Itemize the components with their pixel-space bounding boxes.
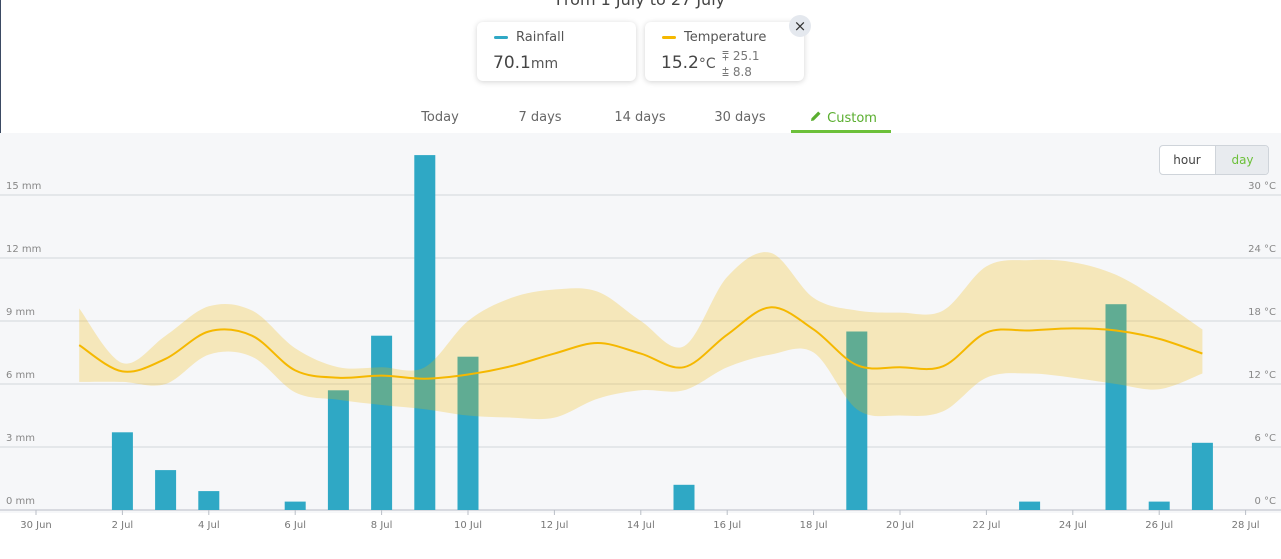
temperature-swatch-icon xyxy=(662,36,676,39)
close-icon[interactable]: × xyxy=(789,15,811,37)
x-tick-label: 30 Jun xyxy=(20,520,52,531)
tab-30-days[interactable]: 30 days xyxy=(714,110,766,125)
rainfall-bar xyxy=(371,335,393,510)
rainfall-unit: mm xyxy=(530,56,559,72)
y-left-tick-label: 0 mm xyxy=(6,496,35,507)
temperature-value: 15.2 xyxy=(661,53,699,73)
max-arrow-icon: ⩱ xyxy=(722,49,730,63)
temperature-min-value: 8.8 xyxy=(732,65,752,79)
tab-custom[interactable]: Custom xyxy=(803,110,883,126)
rainfall-summary-card: Rainfall 70.1mm xyxy=(477,22,636,81)
x-tick-label: 8 Jul xyxy=(371,520,393,531)
tab-14-days[interactable]: 14 days xyxy=(614,110,666,125)
x-tick-label: 28 Jul xyxy=(1232,520,1260,531)
rainfall-swatch-icon xyxy=(494,36,508,39)
rainfall-value: 70.1 xyxy=(493,53,531,73)
rainfall-bar xyxy=(457,356,479,510)
temperature-min: ⩲ 8.8 xyxy=(722,65,752,80)
x-tick-label: 20 Jul xyxy=(886,520,914,531)
temperature-max-value: 25.1 xyxy=(732,49,760,63)
rainfall-bar xyxy=(414,155,436,510)
rainfall-bar xyxy=(155,470,177,510)
tab-7-days[interactable]: 7 days xyxy=(518,110,562,125)
period-tabs: Today 7 days 14 days 30 days Custom xyxy=(0,103,1281,133)
y-left-tick-label: 3 mm xyxy=(6,433,35,444)
temperature-label: Temperature xyxy=(684,30,767,45)
y-left-tick-label: 9 mm xyxy=(6,307,35,318)
tab-custom-label: Custom xyxy=(827,111,877,126)
rainfall-bar xyxy=(1105,304,1127,510)
chart-area: 0 mm 3 mm 6 mm 9 mm 12 mm 15 mm 0 °C 6 °C 12 °C 1… xyxy=(0,133,1281,531)
tab-today[interactable]: Today xyxy=(421,110,459,125)
rainfall-bar xyxy=(846,331,868,510)
y-right-tick-label: 18 °C xyxy=(1248,307,1276,318)
y-right-tick-label: 12 °C xyxy=(1248,370,1276,381)
rainfall-label: Rainfall xyxy=(516,30,565,45)
date-range-title: From 1 July to 27 July xyxy=(0,0,1281,9)
y-right-tick-label: 0 °C xyxy=(1254,496,1276,507)
x-tick-label: 22 Jul xyxy=(972,520,1000,531)
x-tick-label: 16 Jul xyxy=(713,520,741,531)
hour-toggle-button[interactable]: hour xyxy=(1173,153,1201,167)
resolution-toggle: hour day xyxy=(1159,145,1269,175)
left-edge-rule xyxy=(0,0,1,135)
y-left-tick-label: 12 mm xyxy=(6,244,41,255)
x-tick-label: 2 Jul xyxy=(112,520,134,531)
y-left-tick-label: 15 mm xyxy=(6,181,41,192)
rainfall-bar xyxy=(1191,442,1213,510)
x-tick-label: 4 Jul xyxy=(198,520,220,531)
temperature-line xyxy=(78,306,1203,380)
rainfall-bar xyxy=(111,432,133,510)
temperature-max: ⩱ 25.1 xyxy=(722,49,760,64)
rainfall-bar xyxy=(198,491,220,510)
rainfall-bar xyxy=(1148,501,1170,510)
rain-temperature-chart: 0 mm 3 mm 6 mm 9 mm 12 mm 15 mm 0 °C 6 °C 12 °C 1… xyxy=(0,155,1281,531)
x-tick-label: 18 Jul xyxy=(800,520,828,531)
rainfall-bar xyxy=(327,390,349,510)
rainfall-bar xyxy=(673,484,695,510)
temperature-average: 15.2°C xyxy=(661,53,716,73)
temperature-range-band xyxy=(79,252,1203,420)
y-right-tick-label: 6 °C xyxy=(1254,433,1276,444)
rainfall-total: 70.1mm xyxy=(493,53,558,73)
y-right-tick-label: 30 °C xyxy=(1248,181,1276,192)
x-tick-label: 10 Jul xyxy=(454,520,482,531)
rainfall-bar xyxy=(284,501,306,510)
day-toggle-button[interactable]: day xyxy=(1215,146,1268,174)
x-tick-label: 14 Jul xyxy=(627,520,655,531)
x-tick-label: 6 Jul xyxy=(284,520,306,531)
active-tab-underline xyxy=(791,130,891,133)
x-tick-label: 26 Jul xyxy=(1145,520,1173,531)
pencil-icon xyxy=(809,110,823,126)
y-left-tick-label: 6 mm xyxy=(6,370,35,381)
y-right-tick-label: 24 °C xyxy=(1248,244,1276,255)
x-tick-label: 24 Jul xyxy=(1059,520,1087,531)
temperature-summary-card: Temperature 15.2°C ⩱ 25.1 ⩲ 8.8 xyxy=(645,22,804,81)
x-tick-label: 12 Jul xyxy=(540,520,568,531)
rainfall-bar xyxy=(1019,501,1041,510)
min-arrow-icon: ⩲ xyxy=(722,65,730,79)
temperature-unit: °C xyxy=(698,56,716,72)
